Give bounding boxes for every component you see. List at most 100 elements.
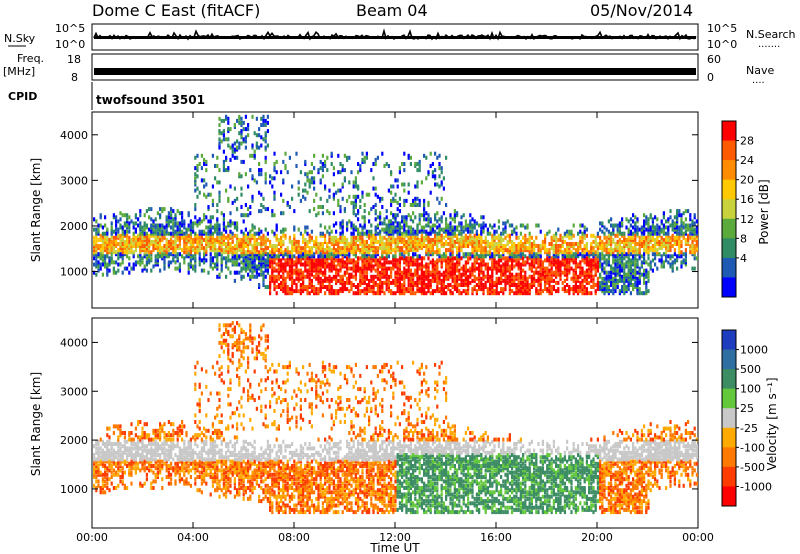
power-cell	[324, 248, 327, 253]
nsearch-label: N.Search	[746, 28, 796, 41]
power-cell	[126, 266, 129, 271]
power-cell	[93, 256, 96, 261]
power-cell	[614, 258, 617, 263]
power-cell	[643, 258, 646, 263]
power-cell	[352, 291, 355, 296]
power-cell	[183, 231, 186, 236]
power-cell	[339, 235, 342, 240]
power-cell	[346, 155, 349, 160]
power-cell	[361, 274, 364, 279]
power-cell	[236, 260, 239, 265]
power-cell	[486, 250, 489, 255]
power-cell	[513, 250, 516, 255]
power-cell	[106, 229, 109, 234]
power-cell	[240, 242, 243, 246]
power-cell	[317, 278, 320, 283]
power-cell	[647, 233, 650, 238]
power-cell	[583, 285, 586, 289]
power-cell	[306, 190, 309, 195]
power-cell	[121, 242, 124, 246]
power-cell	[588, 291, 591, 296]
power-cell	[396, 258, 399, 263]
power-cell	[618, 248, 621, 253]
power-cell	[458, 262, 461, 267]
power-cell	[361, 264, 364, 269]
power-cell	[449, 283, 452, 287]
power-cell	[321, 162, 324, 166]
power-cell	[469, 256, 472, 261]
power-cell	[497, 250, 500, 255]
power-cell	[515, 248, 518, 253]
power-cell	[533, 280, 536, 285]
power-cell	[403, 270, 406, 275]
power-cell	[357, 227, 360, 232]
power-cell	[258, 133, 261, 138]
power-cell	[416, 227, 419, 232]
power-cell	[497, 244, 500, 248]
power-cell	[112, 215, 115, 220]
power-cell	[295, 256, 298, 261]
power-cell	[350, 233, 353, 238]
power-cell	[596, 250, 599, 255]
power-cell	[335, 242, 338, 246]
power-cell	[218, 131, 221, 136]
power-cell	[156, 237, 159, 242]
power-cell	[242, 252, 245, 257]
power-cell	[110, 256, 113, 261]
power-cell	[288, 268, 291, 273]
power-cell	[253, 262, 256, 267]
power-cell	[310, 266, 313, 271]
power-cell	[594, 252, 597, 257]
power-cell	[242, 262, 245, 267]
power-cell	[319, 196, 322, 201]
power-cell	[295, 283, 298, 287]
power-cell	[244, 242, 247, 246]
power-cell	[321, 278, 324, 283]
power-cell	[548, 248, 551, 253]
power-cell	[427, 231, 430, 236]
power-cell	[306, 178, 309, 183]
power-cell	[218, 137, 221, 142]
power-cell	[273, 283, 276, 287]
power-cell	[330, 291, 333, 296]
power-cell	[438, 252, 441, 257]
power-cell	[405, 256, 408, 261]
power-cell	[544, 244, 547, 248]
power-cell	[427, 278, 430, 283]
power-cell	[436, 274, 439, 279]
power-cell	[390, 291, 393, 296]
power-cell	[264, 237, 267, 242]
power-cell	[649, 229, 652, 234]
power-cell	[475, 266, 478, 271]
power-cell	[376, 215, 379, 220]
power-cell	[621, 258, 624, 263]
power-cell	[220, 256, 223, 261]
power-cell	[610, 283, 613, 287]
power-cell	[548, 291, 551, 296]
power-cell	[596, 283, 599, 287]
power-cell	[152, 264, 155, 269]
power-cell	[194, 252, 197, 257]
power-cell	[108, 237, 111, 242]
power-cell	[535, 291, 538, 296]
power-cell	[117, 229, 120, 234]
power-cell	[416, 283, 419, 287]
power-cell	[605, 227, 608, 232]
power-cell	[502, 250, 505, 255]
power-cell	[381, 205, 384, 209]
power-cell	[379, 270, 382, 275]
power-cell	[370, 239, 373, 244]
power-cell	[99, 233, 102, 238]
power-cell	[194, 155, 197, 160]
power-cell	[387, 229, 390, 234]
power-cell	[123, 266, 126, 271]
power-cell	[370, 278, 373, 283]
power-cell	[297, 289, 300, 294]
power-cell	[599, 221, 602, 226]
power-cell	[264, 139, 267, 144]
power-cell	[264, 258, 267, 263]
power-cell	[462, 278, 465, 283]
power-cell	[585, 258, 588, 263]
freq-tick-top: 18	[67, 53, 81, 66]
power-cell	[550, 291, 553, 296]
